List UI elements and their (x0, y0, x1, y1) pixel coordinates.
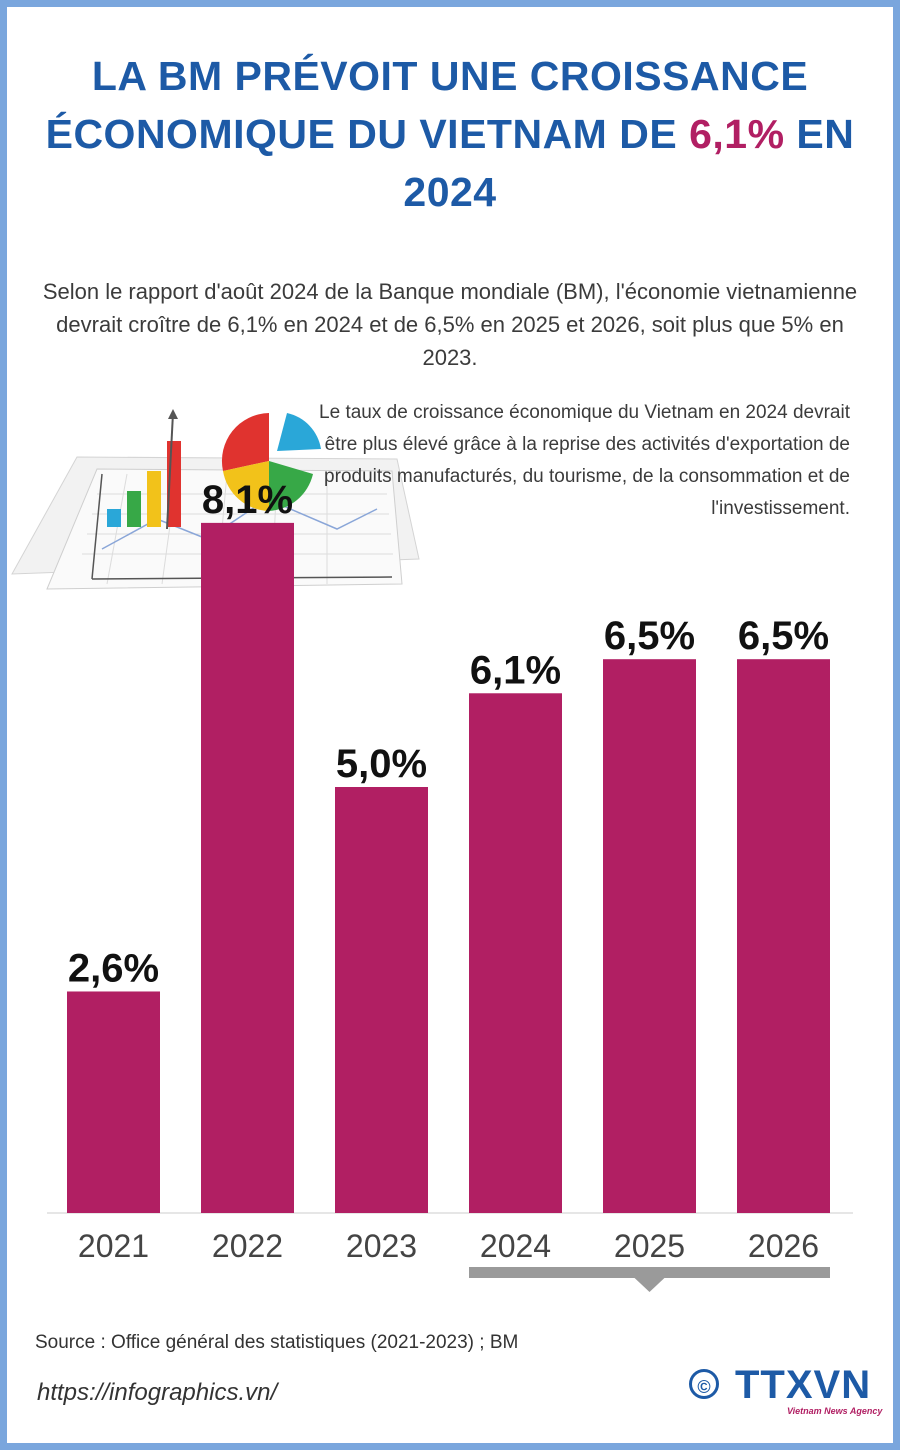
page-title: LA BM PRÉVOIT UNE CROISSANCE ÉCONOMIQUE … (7, 47, 893, 221)
year-label-2026: 2026 (748, 1228, 819, 1264)
year-label-2024: 2024 (480, 1228, 551, 1264)
title-line-1: LA BM PRÉVOIT UNE CROISSANCE (91, 53, 809, 99)
title-line-2: ÉCONOMIQUE DU VIETNAM DE 6,1% EN 2024 (7, 105, 893, 221)
forecast-bracket (469, 1267, 830, 1292)
title-highlight: 6,1% (689, 111, 785, 157)
bar-2024 (469, 693, 562, 1213)
value-label-2022: 8,1% (202, 478, 293, 522)
ttxvn-logo: TTXVN (735, 1363, 872, 1407)
infographic: LA BM PRÉVOIT UNE CROISSANCE ÉCONOMIQUE … (7, 7, 893, 1443)
year-label-2023: 2023 (346, 1228, 417, 1264)
year-label-2025: 2025 (614, 1228, 685, 1264)
value-label-2023: 5,0% (336, 742, 427, 786)
title-line-2-prefix: ÉCONOMIQUE DU VIETNAM DE (45, 111, 690, 157)
logo-subtitle: Vietnam News Agency (787, 1406, 883, 1416)
bar-2023 (335, 787, 428, 1213)
value-label-2025: 6,5% (604, 614, 695, 658)
bar-2021 (67, 991, 160, 1213)
value-label-2021: 2,6% (68, 946, 159, 990)
value-label-group: 2,6% 8,1% 5,0% 6,1% 6,5% 6,5% (68, 478, 829, 991)
note-text: Le taux de croissance économique du Viet… (319, 402, 850, 519)
forecast-bracket-bar (469, 1267, 830, 1278)
bar-2025 (603, 659, 696, 1213)
value-label-2024: 6,1% (470, 648, 561, 692)
intro-text: Selon le rapport d'août 2024 de la Banqu… (42, 279, 858, 370)
source-text: Source : Office général des statistiques… (35, 1332, 519, 1353)
year-label-group: 2021 2022 2023 2024 2025 2026 (78, 1228, 819, 1264)
forecast-bracket-pointer (633, 1277, 666, 1292)
year-label-2022: 2022 (212, 1228, 283, 1264)
copyright-icon: © (689, 1369, 719, 1399)
bar-chart: 2,6%8,1%5,0%6,1%6,5% 6,5% 2021 2022 2023 202… (47, 478, 853, 1292)
year-label-2021: 2021 (78, 1228, 149, 1264)
website-url: https://infographics.vn/ (37, 1379, 278, 1406)
title-line-2-suffix: EN 2024 (403, 111, 855, 215)
bar-2026 (737, 659, 830, 1213)
value-label-2026: 6,5% (738, 614, 829, 658)
bar-2022 (201, 522, 294, 1213)
bar-group (67, 522, 830, 1213)
